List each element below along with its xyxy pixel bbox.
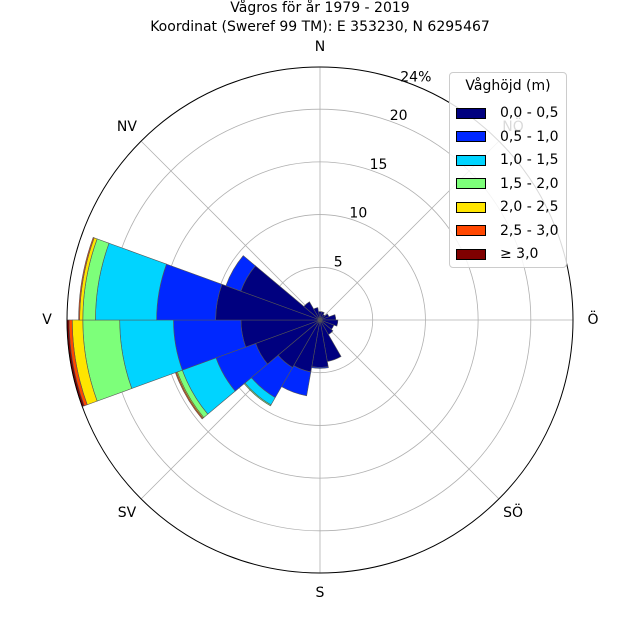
- legend-label: 0,0 - 0,5: [500, 105, 559, 121]
- direction-label-0: N: [315, 39, 325, 55]
- sector-bar-280-bin-2: [95, 242, 167, 321]
- legend-item: ≥ 3,0: [456, 246, 538, 262]
- direction-label-1: Ö: [587, 310, 598, 328]
- outer-circle: [66, 66, 574, 574]
- radial-max-label: 24%: [400, 69, 431, 85]
- legend-item: 2,0 - 2,5: [456, 199, 558, 215]
- legend-swatch: [456, 154, 486, 166]
- legend-swatch: [456, 131, 486, 142]
- legend-item: 1,0 - 1,5: [456, 152, 558, 168]
- sector-bar-340-bin-0: [313, 307, 321, 321]
- direction-label-5: SV: [118, 505, 137, 521]
- legend-label: 1,0 - 1,5: [500, 152, 559, 168]
- legend-item: 2,5 - 3,0: [456, 223, 558, 239]
- sector-bar-300-bin-1: [225, 255, 256, 292]
- legend-label: 1,5 - 2,0: [500, 175, 559, 192]
- legend-label: 2,5 - 3,0: [500, 222, 559, 239]
- sector-bars: [66, 237, 342, 420]
- direction-label-6: SÖ: [503, 503, 523, 521]
- legend-swatch: [456, 201, 486, 213]
- sector-bar-280-bin-5: [78, 237, 95, 321]
- legend-item: 0,0 - 0,5: [456, 105, 558, 121]
- chart-title: Vågros för år 1979 - 2019: [230, 0, 410, 16]
- radial-tick-label-3: 20: [390, 108, 408, 124]
- chart-subtitle: Koordinat (Sweref 99 TM): E 353230, N 62…: [150, 19, 490, 35]
- legend-swatch: [456, 248, 486, 260]
- legend-swatch: [456, 225, 486, 236]
- axis-labels: NÖSVNVSVSÖNÖ510152024%: [42, 39, 598, 601]
- radial-tick-label-1: 10: [349, 206, 367, 222]
- legend-item: 0,5 - 1,0: [456, 129, 558, 145]
- polar-frame: [66, 66, 574, 574]
- grid-spoke-315: [140, 140, 321, 321]
- sector-bar-280-bin-1: [156, 263, 223, 321]
- legend: Våghöjd (m) 0,0 - 0,5 0,5 - 1,0 1,0 - 1,5 1…: [449, 72, 567, 268]
- direction-label-2: S: [316, 585, 325, 601]
- direction-label-4: NV: [117, 119, 137, 135]
- sector-bar-320-bin-0: [303, 301, 321, 321]
- radial-tick-label-0: 5: [334, 254, 343, 270]
- direction-label-3: V: [42, 312, 52, 328]
- legend-label: 0,5 - 1,0: [500, 128, 559, 145]
- legend-swatch: [456, 178, 486, 189]
- legend-label: 2,0 - 2,5: [500, 199, 559, 215]
- radial-tick-label-2: 15: [370, 157, 388, 173]
- grid-spoke-135: [319, 319, 500, 500]
- legend-swatch: [456, 107, 486, 119]
- legend-item: 1,5 - 2,0: [456, 176, 558, 192]
- legend-label: ≥ 3,0: [500, 246, 539, 262]
- legend-title: Våghöjd (m): [465, 78, 551, 94]
